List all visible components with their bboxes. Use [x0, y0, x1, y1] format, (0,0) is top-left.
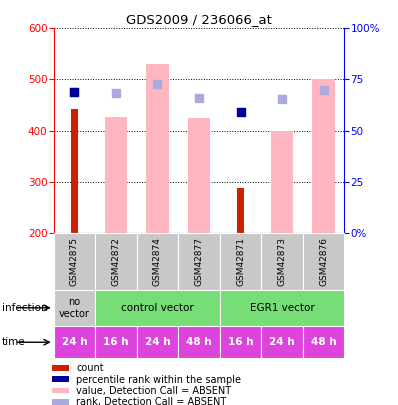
- Point: [113, 90, 119, 96]
- Text: 48 h: 48 h: [186, 337, 212, 347]
- Bar: [52, 365, 69, 371]
- Text: 16 h: 16 h: [228, 337, 253, 347]
- Bar: [54, 233, 95, 290]
- Bar: [95, 233, 137, 290]
- Bar: [95, 290, 220, 326]
- Text: 48 h: 48 h: [311, 337, 336, 347]
- Text: EGR1 vector: EGR1 vector: [250, 303, 314, 313]
- Text: infection: infection: [2, 303, 48, 313]
- Text: no
vector: no vector: [59, 297, 90, 319]
- Bar: [220, 233, 261, 290]
- Title: GDS2009 / 236066_at: GDS2009 / 236066_at: [126, 13, 272, 26]
- Bar: [52, 399, 69, 405]
- Bar: [54, 290, 95, 326]
- Bar: [54, 326, 95, 358]
- Point: [320, 87, 327, 94]
- Point: [71, 89, 78, 96]
- Text: percentile rank within the sample: percentile rank within the sample: [76, 375, 242, 385]
- Text: 16 h: 16 h: [103, 337, 129, 347]
- Text: GSM42871: GSM42871: [236, 237, 245, 286]
- Text: rank, Detection Call = ABSENT: rank, Detection Call = ABSENT: [76, 397, 227, 405]
- Bar: [105, 117, 127, 233]
- Bar: [95, 326, 137, 358]
- Point: [279, 96, 285, 102]
- Bar: [261, 326, 303, 358]
- Bar: [137, 233, 178, 290]
- Bar: [220, 290, 344, 326]
- Text: count: count: [76, 363, 104, 373]
- Text: time: time: [2, 337, 25, 347]
- Bar: [178, 233, 220, 290]
- Text: 24 h: 24 h: [145, 337, 170, 347]
- Text: GSM42877: GSM42877: [195, 237, 203, 286]
- Text: 24 h: 24 h: [62, 337, 87, 347]
- Point: [71, 89, 78, 96]
- Bar: [146, 64, 169, 233]
- Bar: [312, 79, 335, 233]
- Point: [154, 81, 161, 87]
- Bar: [71, 109, 78, 233]
- Text: GSM42872: GSM42872: [111, 237, 121, 286]
- Point: [196, 95, 202, 101]
- Bar: [261, 233, 303, 290]
- Text: control vector: control vector: [121, 303, 194, 313]
- Bar: [52, 388, 69, 393]
- Text: GSM42874: GSM42874: [153, 237, 162, 286]
- Bar: [178, 326, 220, 358]
- Point: [237, 109, 244, 115]
- Bar: [237, 188, 244, 233]
- Bar: [137, 326, 178, 358]
- Text: 24 h: 24 h: [269, 337, 295, 347]
- Bar: [52, 377, 69, 382]
- Text: GSM42875: GSM42875: [70, 237, 79, 286]
- Bar: [303, 326, 344, 358]
- Text: GSM42876: GSM42876: [319, 237, 328, 286]
- Text: GSM42873: GSM42873: [277, 237, 287, 286]
- Bar: [220, 326, 261, 358]
- Bar: [303, 233, 344, 290]
- Bar: [187, 118, 211, 233]
- Text: value, Detection Call = ABSENT: value, Detection Call = ABSENT: [76, 386, 232, 396]
- Bar: [271, 130, 293, 233]
